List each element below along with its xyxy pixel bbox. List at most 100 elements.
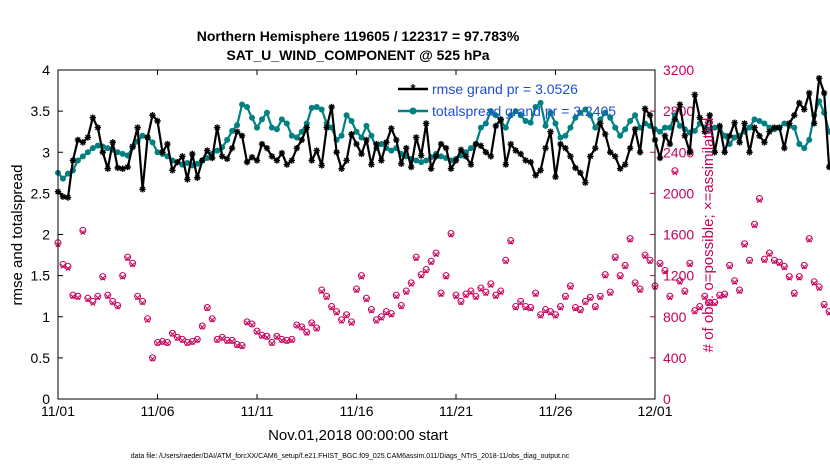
obs-assimilated-point: [637, 287, 643, 294]
x-tick-label: 11/06: [141, 403, 175, 419]
totalspread-point: [368, 132, 375, 139]
rmse-point: [238, 132, 246, 139]
y-left-axis-ticks: 0 0.5 1 1.5 2 2.5 3 3.5 4: [31, 62, 63, 407]
obs-assimilated-point: [164, 340, 171, 347]
rmse-point: [199, 157, 206, 164]
y-right-tick-label: 800: [663, 309, 687, 325]
rmse-point: [268, 153, 276, 160]
obs-possible-point: [228, 336, 236, 344]
rmse-point: [422, 120, 430, 127]
totalspread-point: [806, 136, 813, 143]
obs-assimilated-point: [672, 170, 678, 176]
obs-assimilated-point: [597, 295, 603, 301]
obs-possible-point: [676, 277, 684, 285]
rmse-point: [79, 139, 87, 146]
obs-assimilated-point: [224, 338, 230, 344]
obs-possible-point: [790, 289, 798, 297]
obs-assimilated-point: [811, 280, 817, 286]
obs-assimilated-point: [632, 281, 638, 287]
obs-assimilated-point: [65, 265, 71, 271]
totalspread-point: [358, 134, 365, 141]
obs-possible-point: [686, 259, 694, 267]
obs-possible-point: [377, 313, 385, 321]
totalspread-point: [353, 128, 360, 135]
obs-possible-point: [114, 301, 122, 309]
obs-possible-point: [79, 226, 87, 234]
rmse-point: [547, 128, 554, 135]
obs-possible-point: [348, 318, 356, 326]
obs-assimilated-point: [219, 335, 225, 341]
obs-assimilated-point: [617, 274, 623, 280]
rmse-point: [184, 176, 191, 183]
obs-assimilated-point: [662, 269, 668, 275]
rmse-point: [353, 140, 360, 148]
obs-assimilated-point: [518, 300, 524, 306]
obs-assimilated-point: [498, 290, 504, 296]
totalspread-point: [502, 124, 509, 131]
obs-possible-point: [641, 251, 649, 259]
obs-assimilated-point: [488, 282, 494, 288]
totalspread-point: [239, 101, 246, 108]
rmse-point: [592, 144, 599, 152]
rmse-point: [467, 161, 475, 168]
obs-possible-point: [775, 258, 783, 266]
obs-assimilated-point: [751, 223, 758, 229]
obs-assimilated-point: [607, 291, 613, 297]
obs-assimilated-point: [343, 313, 350, 319]
totalspread-point: [477, 124, 484, 131]
obs-possible-point: [671, 167, 679, 175]
obs-possible-point: [487, 280, 495, 288]
totalspread-point: [154, 149, 161, 156]
totalspread-point: [104, 145, 111, 152]
totalspread-point: [278, 116, 285, 123]
obs-possible-point: [611, 253, 619, 261]
obs-possible-point: [751, 220, 758, 228]
totalspread-point: [507, 112, 514, 119]
obs-possible-point: [447, 229, 455, 237]
rmse-point: [721, 149, 728, 156]
obs-possible-point: [586, 293, 594, 301]
rmse-point: [99, 149, 106, 156]
x-tick-label: 11/21: [439, 403, 473, 419]
obs-possible-point: [437, 289, 445, 297]
obs-possible-point: [457, 297, 465, 305]
x-tick-label: 11/11: [241, 403, 274, 419]
obs-assimilated-point: [473, 295, 479, 301]
obs-possible-point: [795, 273, 803, 281]
obs-possible-point: [338, 316, 346, 324]
obs-possible-point: [681, 287, 689, 295]
obs-assimilated-point: [368, 308, 374, 314]
obs-assimilated-point: [712, 301, 718, 307]
obs-possible-point: [601, 271, 609, 279]
rmse-point: [676, 101, 684, 108]
rmse-point: [94, 124, 101, 131]
totalspread-point: [567, 124, 574, 131]
totalspread-point: [756, 117, 763, 124]
obs-possible-point: [417, 271, 425, 279]
totalspread-point: [348, 117, 355, 124]
obs-assimilated-point: [388, 312, 394, 318]
obs-assimilated-point: [781, 265, 787, 271]
obs-possible-point: [661, 266, 669, 274]
rmse-point: [74, 136, 82, 144]
obs-possible-point: [397, 301, 405, 309]
rmse-point: [303, 124, 310, 131]
totalspread-point: [676, 122, 683, 129]
totalspread-point: [338, 132, 345, 139]
obs-assimilated-point: [249, 322, 255, 328]
obs-possible-point: [656, 259, 664, 267]
obs-assimilated-point: [503, 259, 509, 265]
obs-possible-point: [412, 253, 420, 261]
obs-assimilated-point: [130, 262, 136, 268]
totalspread-point: [547, 109, 554, 116]
obs-possible-point: [64, 262, 72, 270]
obs-possible-point: [353, 285, 360, 293]
rmse-point: [288, 157, 296, 164]
obs-possible-point: [810, 278, 818, 286]
rmse-point: [572, 164, 579, 172]
rmse-point: [273, 157, 281, 164]
rmse-point: [557, 140, 564, 148]
obs-possible-point: [134, 292, 142, 300]
x-tick-label: 11/26: [539, 403, 573, 419]
